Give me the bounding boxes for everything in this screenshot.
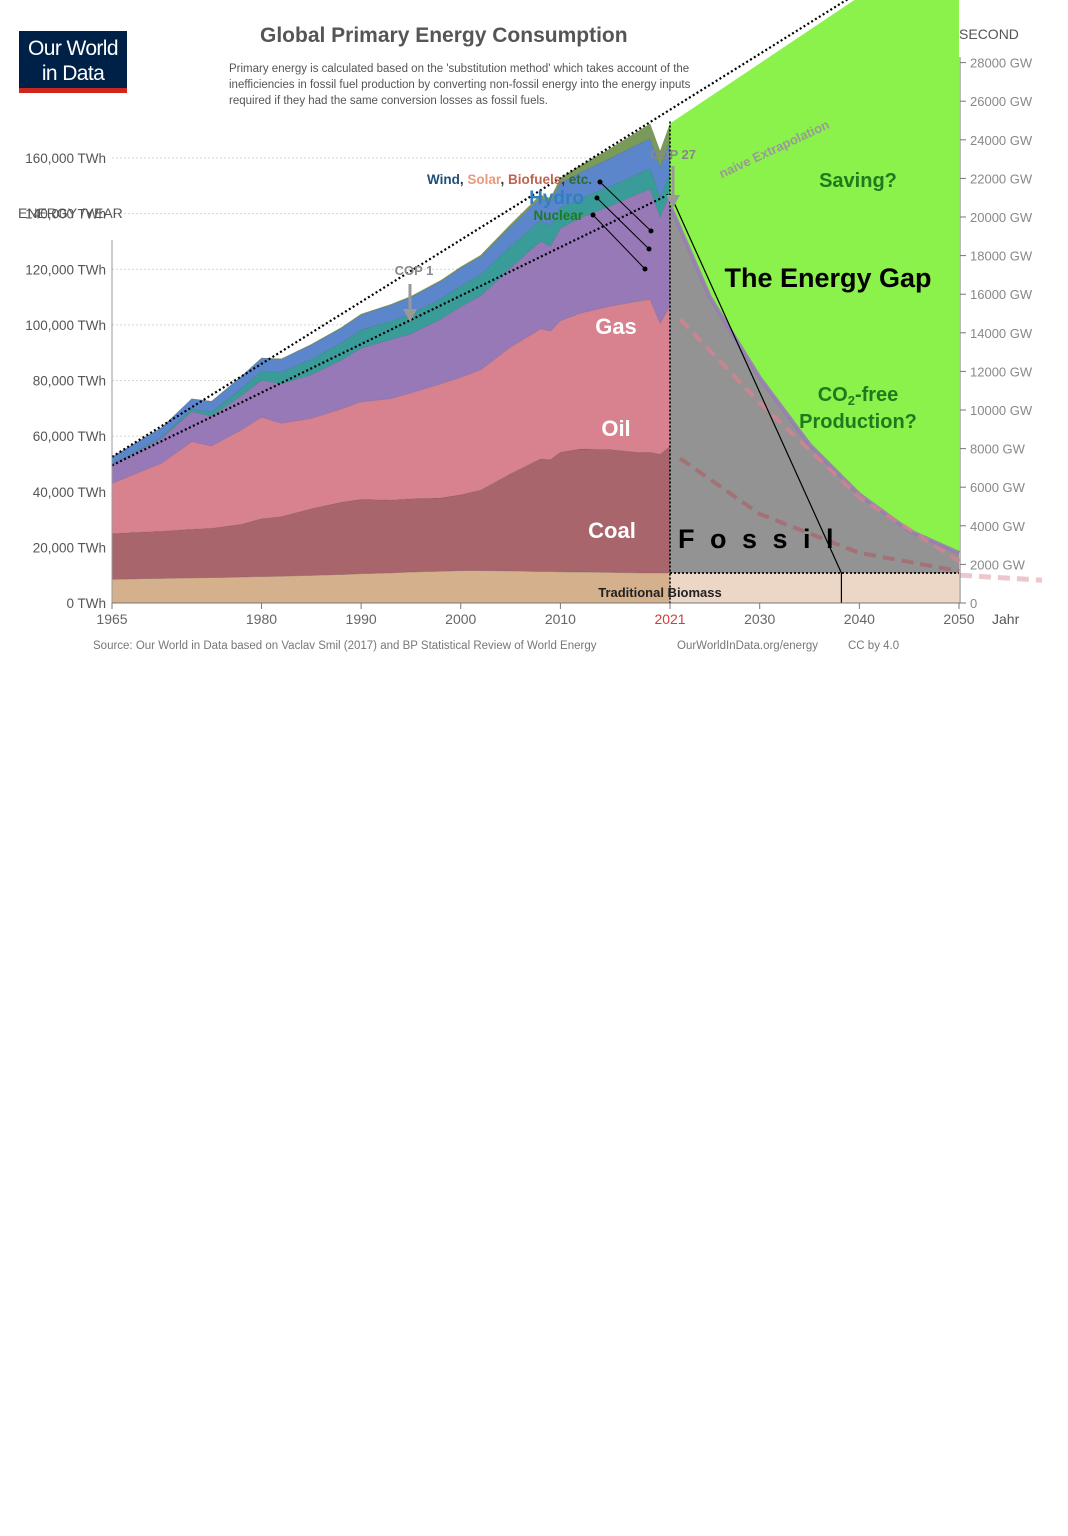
cop1-arrow-head [403,309,417,322]
pointer-line [596,197,650,250]
right-tick-label: 22000 GW [970,171,1033,186]
nuclear-label: Nuclear [533,208,583,223]
left-tick-label: 120,000 TWh [25,262,106,277]
left-tick-label: 140,000 TWh [25,207,106,222]
x-tick-label: 2010 [545,611,576,627]
renewables-label: Wind, Solar, Biofuels, etc. [427,172,592,187]
right-tick-label: 10000 GW [970,403,1033,418]
fossil-label: F o s s i l [678,524,838,554]
right-tick-label: 2000 GW [970,557,1026,572]
pointer-dot [590,212,596,218]
right-tick-label: 4000 GW [970,519,1026,534]
pointer-dot [646,246,652,252]
source-url[interactable]: OurWorldInData.org/energy [677,640,819,652]
right-tick-label: 16000 GW [970,287,1033,302]
biomass-future-area [670,572,959,603]
right-tick-label: 26000 GW [970,94,1033,109]
right-tick-label: 12000 GW [970,364,1033,379]
owid-logo: Our World in Data [19,31,127,93]
right-tick-label: 20000 GW [970,210,1033,225]
x-tick-label: 1990 [346,611,377,627]
right-tick-label: 0 [970,596,977,611]
pointer-dot [642,266,648,272]
cop1-label: COP 1 [395,263,434,278]
coal-label: Coal [588,518,636,543]
oil-dashed-projection [678,317,961,563]
left-tick-label: 100,000 TWh [25,318,106,333]
left-axis-title: ENERGY /YEAR [18,205,123,221]
pointer-line [592,214,646,270]
left-tick-label: 0 TWh [66,596,106,611]
pointer-dot [597,179,603,185]
energy-gap-label: The Energy Gap [724,263,931,293]
coal-dashed-projection [678,456,960,573]
right-tick-label: 24000 GW [970,133,1033,148]
energy-gap-area [670,0,959,553]
dashed-projection-tail [959,572,1043,583]
fossil-future-area [670,205,959,574]
right-tick-label: 8000 GW [970,442,1026,457]
hydro-label: Hydro [529,188,584,209]
license: CC by 4.0 [848,640,900,652]
left-tick-label: 160,000 TWh [25,151,106,166]
logo-line-1: Our World [28,37,119,60]
cop27-arrow-head [666,195,680,208]
oil-label: Oil [601,416,630,441]
biomass-label: Traditional Biomass [598,585,722,600]
right-tick-label: 6000 GW [970,480,1026,495]
pointer-dot [648,228,654,234]
x-tick-label: 2000 [445,611,476,627]
right-tick-label: 14000 GW [970,326,1033,341]
x-tick-label: 2040 [844,611,875,627]
right-tick-label: 18000 GW [970,249,1033,264]
x-axis-label: Jahr [992,611,1020,627]
logo-line-2: in Data [41,62,105,85]
x-tick-label: 1980 [246,611,277,627]
right-tick-label: 28000 GW [970,56,1033,71]
left-tick-label: 80,000 TWh [33,374,106,389]
pointer-line [599,181,652,232]
left-tick-label: 20,000 TWh [33,540,106,555]
x-tick-label: 2021 [654,611,685,627]
chart-title: Global Primary Energy Consumption [260,24,628,47]
co2-free-label: CO2-free [818,384,899,408]
co2-free-label-line2: Production? [799,411,917,433]
chart-subtitle: Primary energy is calculated based on th… [229,63,691,107]
linear-decline-line [669,193,842,574]
saving-label: Saving? [819,170,897,192]
x-tick-label: 2030 [744,611,775,627]
x-tick-label: 1965 [96,611,127,627]
x-tick-label: 2050 [943,611,974,627]
left-tick-label: 40,000 TWh [33,485,106,500]
cop27-label: COP 27 [650,147,696,162]
gas-label: Gas [595,314,637,339]
left-tick-label: 60,000 TWh [33,429,106,444]
source-note: Source: Our World in Data based on Vacla… [93,640,597,652]
pointer-dot [594,195,600,201]
